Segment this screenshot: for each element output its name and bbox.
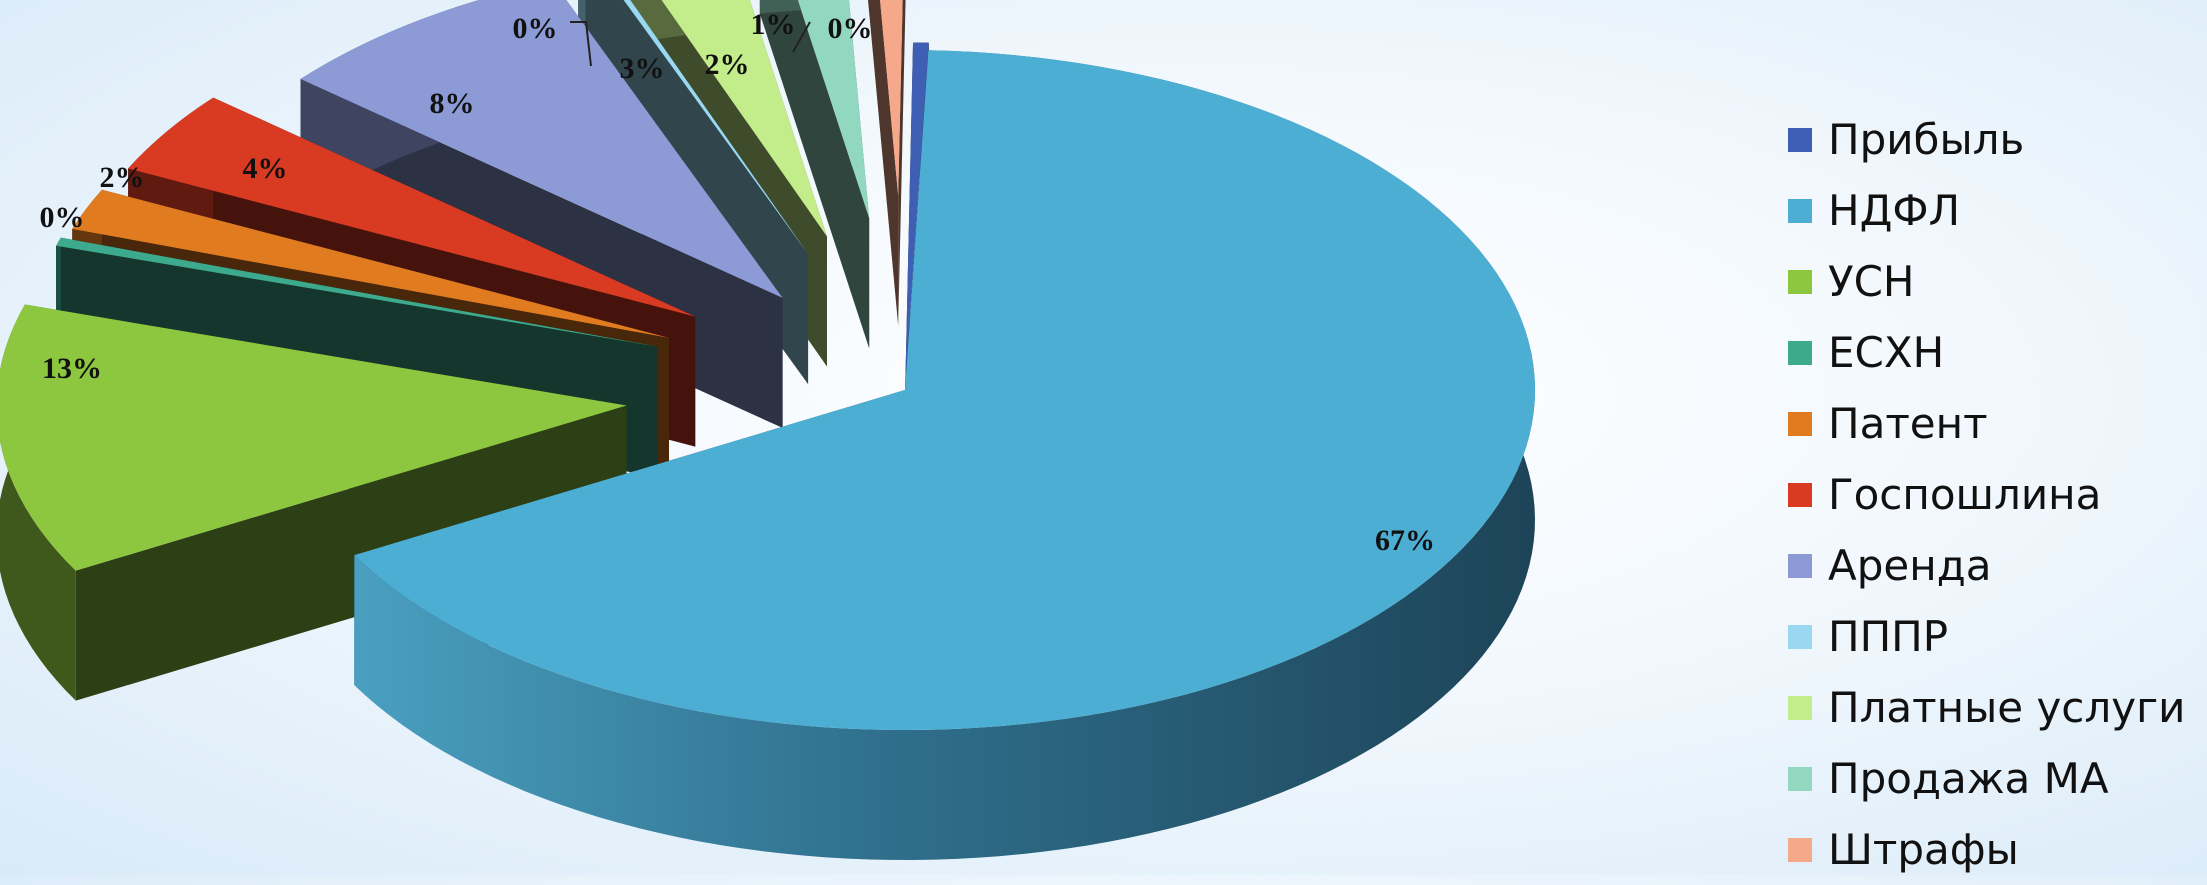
data-label-7: 8% — [430, 87, 475, 120]
legend-swatch — [1788, 482, 1812, 507]
legend-swatch — [1788, 553, 1812, 578]
data-label-11: 1% — [751, 8, 796, 41]
slice-3 — [0, 304, 627, 571]
legend-label: Штрафы — [1828, 825, 2019, 874]
legend-label: УСН — [1828, 257, 1915, 306]
data-label-4: 0% — [40, 201, 85, 234]
legend-item: Штрафы — [1788, 814, 2185, 885]
slice-6 — [128, 97, 696, 317]
legend-swatch — [1788, 837, 1812, 862]
data-label-5: 2% — [100, 161, 145, 194]
leader-line-8 — [570, 21, 592, 67]
slice-10 — [797, 0, 870, 219]
slice-1 — [905, 42, 929, 383]
slice-10-wall-start — [759, 0, 870, 349]
slice-11 — [880, 0, 903, 196]
legend-label: Платные услуги — [1828, 683, 2186, 732]
legend-item: НДФЛ — [1788, 175, 2185, 246]
data-label-3: 13% — [42, 352, 102, 385]
legend-item: Платные услуги — [1788, 672, 2185, 743]
data-label-10: 2% — [705, 48, 750, 81]
legend-label: Госпошлина — [1828, 470, 2102, 519]
legend-swatch — [1788, 198, 1812, 223]
pie-chart: 0%67%13%0%2% 4%8%0%3% 2%1% — [0, 0, 1536, 860]
legend-swatch — [1788, 695, 1812, 720]
legend-item: Продажа МА — [1788, 743, 2185, 814]
slice-4 — [56, 237, 658, 347]
data-label-8: 0% — [513, 12, 558, 45]
legend-item: ПППР — [1788, 601, 2185, 672]
legend-swatch — [1788, 766, 1812, 791]
legend-label: Аренда — [1828, 541, 1992, 590]
legend-item: УСН — [1788, 246, 2185, 317]
data-labels: 0%67%13%0%2% 4%8%0%3% 2%1% — [40, 8, 1436, 557]
legend-item: Госпошлина — [1788, 459, 2185, 530]
data-label-6: 4% — [243, 152, 288, 185]
slice-5 — [72, 189, 670, 338]
legend-swatch — [1788, 411, 1812, 436]
legend-label: НДФЛ — [1828, 186, 1961, 235]
slice-7 — [300, 0, 783, 298]
legend-swatch — [1788, 127, 1812, 152]
legend-item: ЕСХН — [1788, 317, 2185, 388]
data-label-1: 0% — [828, 12, 873, 45]
legend-item: Аренда — [1788, 530, 2185, 601]
legend-item: Прибыль — [1788, 104, 2185, 175]
slice-9 — [661, 0, 827, 237]
data-label-2: 67% — [1375, 524, 1435, 557]
legend-label: Прибыль — [1828, 115, 2025, 164]
legend-swatch — [1788, 624, 1812, 649]
pie-slices — [0, 0, 1536, 730]
slice-2 — [354, 50, 1536, 730]
legend-label: Патент — [1828, 399, 1988, 448]
legend-swatch — [1788, 269, 1812, 294]
slice-11-wall-end — [898, 0, 906, 326]
legend-label: ЕСХН — [1828, 328, 1945, 377]
legend-item: Патент — [1788, 388, 2185, 459]
leader-line-1 — [792, 21, 811, 53]
data-label-9: 3% — [620, 52, 665, 85]
slice-11-wall-start — [868, 0, 899, 326]
legend: Прибыль НДФЛ УСН ЕСХН Патент Госпошлина Аренда… — [1788, 104, 2185, 885]
legend-swatch — [1788, 340, 1812, 365]
legend-label: Продажа МА — [1828, 754, 2109, 803]
leader-lines — [570, 21, 811, 67]
legend-label: ПППР — [1828, 612, 1949, 661]
